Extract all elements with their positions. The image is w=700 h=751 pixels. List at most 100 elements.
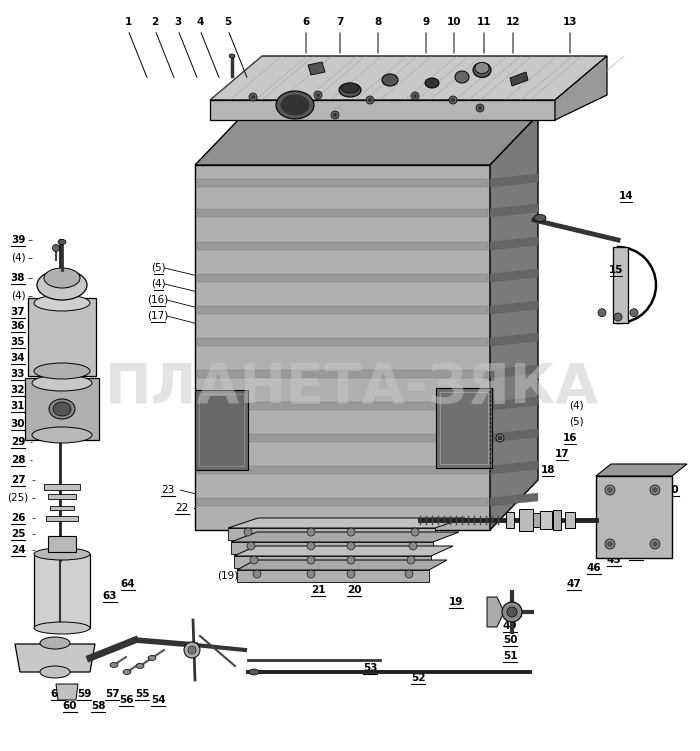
Text: 63: 63 [103, 591, 118, 601]
Circle shape [347, 570, 355, 578]
Text: 27: 27 [10, 475, 25, 485]
Ellipse shape [34, 548, 90, 560]
Ellipse shape [276, 91, 314, 119]
Polygon shape [228, 528, 435, 540]
Ellipse shape [53, 402, 71, 416]
Ellipse shape [44, 268, 80, 288]
Text: 3: 3 [174, 17, 181, 27]
Polygon shape [237, 560, 447, 570]
Polygon shape [596, 464, 687, 476]
Polygon shape [44, 484, 80, 490]
Text: 58: 58 [91, 701, 105, 711]
Circle shape [244, 528, 252, 536]
Text: 52: 52 [411, 673, 426, 683]
Polygon shape [490, 301, 538, 314]
Text: 20: 20 [346, 585, 361, 595]
Text: 48: 48 [507, 605, 522, 615]
Polygon shape [197, 179, 488, 187]
Circle shape [507, 607, 517, 617]
Text: (17): (17) [148, 311, 169, 321]
Polygon shape [210, 56, 607, 100]
Circle shape [449, 96, 457, 104]
Ellipse shape [123, 669, 131, 674]
Polygon shape [25, 378, 99, 440]
Text: 53: 53 [363, 663, 377, 673]
Polygon shape [565, 512, 575, 528]
Text: 19: 19 [449, 597, 463, 607]
Polygon shape [48, 536, 76, 552]
Polygon shape [596, 476, 672, 558]
Polygon shape [490, 429, 538, 442]
Polygon shape [197, 402, 488, 410]
Polygon shape [197, 466, 488, 474]
Ellipse shape [136, 663, 144, 668]
Circle shape [251, 95, 255, 99]
Polygon shape [308, 62, 325, 75]
Text: 59: 59 [77, 689, 91, 699]
Text: ПЛАНЕТА-ЗЯКА: ПЛАНЕТА-ЗЯКА [105, 361, 599, 415]
Text: 39: 39 [10, 235, 25, 245]
Ellipse shape [34, 295, 90, 311]
Polygon shape [490, 269, 538, 282]
Circle shape [405, 570, 413, 578]
Ellipse shape [280, 94, 310, 116]
Polygon shape [231, 542, 433, 554]
Text: (5): (5) [568, 417, 583, 427]
Ellipse shape [229, 54, 235, 58]
Text: 30: 30 [10, 419, 25, 429]
Ellipse shape [37, 270, 87, 300]
Circle shape [607, 487, 613, 493]
Ellipse shape [32, 427, 92, 443]
Polygon shape [195, 165, 490, 530]
Circle shape [307, 556, 315, 564]
Text: 62: 62 [31, 659, 46, 669]
Circle shape [347, 542, 355, 550]
Polygon shape [540, 511, 552, 529]
Text: (4): (4) [10, 253, 25, 263]
Circle shape [247, 542, 255, 550]
Polygon shape [231, 532, 459, 542]
Polygon shape [234, 556, 431, 568]
Circle shape [411, 528, 419, 536]
Text: 46: 46 [587, 563, 601, 573]
Circle shape [476, 104, 484, 112]
Polygon shape [436, 388, 492, 468]
Text: 8: 8 [374, 17, 382, 27]
Text: 44: 44 [629, 549, 643, 559]
Text: 21: 21 [311, 585, 326, 595]
Polygon shape [490, 237, 538, 250]
Text: (16): (16) [148, 295, 169, 305]
Ellipse shape [40, 666, 70, 678]
Ellipse shape [34, 622, 90, 634]
Text: 26: 26 [10, 513, 25, 523]
Text: 15: 15 [609, 265, 623, 275]
Text: 1: 1 [125, 17, 132, 27]
Circle shape [498, 436, 502, 440]
Circle shape [407, 556, 415, 564]
Text: 22: 22 [176, 503, 188, 513]
Polygon shape [197, 434, 488, 442]
Ellipse shape [148, 656, 156, 660]
Circle shape [331, 111, 339, 119]
Ellipse shape [382, 74, 398, 86]
Polygon shape [553, 510, 561, 530]
Text: 37: 37 [10, 307, 25, 317]
Text: 23: 23 [162, 485, 174, 495]
Polygon shape [234, 546, 453, 556]
Text: (4): (4) [568, 401, 583, 411]
Polygon shape [56, 684, 78, 700]
Text: 13: 13 [563, 17, 578, 27]
Text: 31: 31 [10, 401, 25, 411]
Text: 7: 7 [336, 17, 344, 27]
Text: 47: 47 [566, 579, 582, 589]
Text: 10: 10 [447, 17, 461, 27]
Ellipse shape [34, 363, 90, 379]
Polygon shape [34, 554, 90, 628]
Polygon shape [197, 274, 488, 282]
Text: 55: 55 [134, 689, 149, 699]
Text: 14: 14 [619, 191, 634, 201]
Text: (25): (25) [8, 493, 29, 503]
Text: 4: 4 [196, 17, 204, 27]
Circle shape [409, 542, 417, 550]
Text: 11: 11 [477, 17, 491, 27]
